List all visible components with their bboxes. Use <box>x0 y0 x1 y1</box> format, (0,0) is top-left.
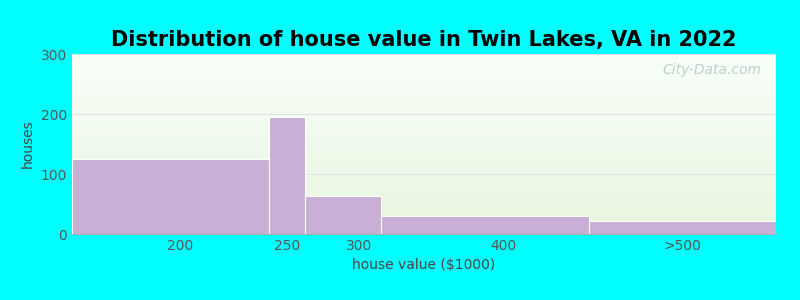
Bar <box>381 216 590 234</box>
X-axis label: house value ($1000): house value ($1000) <box>352 258 496 272</box>
Bar <box>269 117 305 234</box>
Bar <box>305 196 381 234</box>
Title: Distribution of house value in Twin Lakes, VA in 2022: Distribution of house value in Twin Lake… <box>111 30 737 50</box>
Bar <box>590 221 776 234</box>
Bar <box>72 159 269 234</box>
Y-axis label: houses: houses <box>22 120 35 168</box>
Text: City-Data.com: City-Data.com <box>663 63 762 77</box>
